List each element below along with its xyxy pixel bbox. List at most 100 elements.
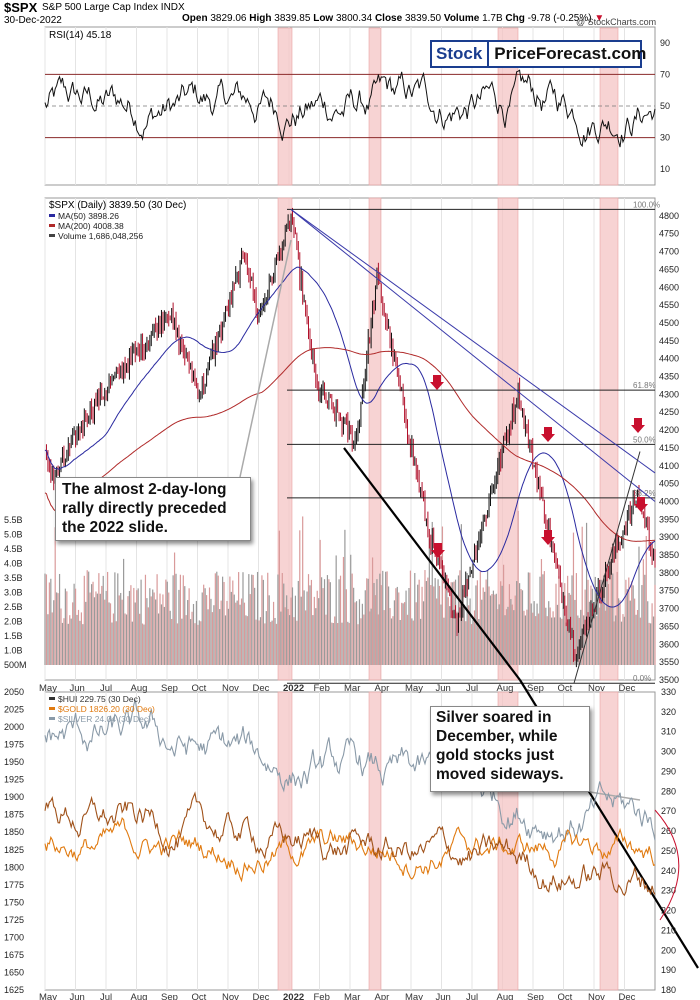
volume-bar	[165, 579, 167, 665]
volume-bar	[123, 558, 125, 665]
price-tick-label: 4800	[659, 211, 679, 221]
metals-left-tick-label: 1825	[4, 845, 24, 855]
volume-bar	[104, 599, 106, 665]
down-arrow-icon	[631, 418, 645, 433]
volume-bar	[214, 573, 216, 665]
rsi-tick-label: 70	[660, 69, 670, 79]
volume-bar	[508, 584, 511, 665]
volume-bar	[98, 573, 100, 665]
volume-bar	[548, 601, 550, 665]
volume-bar	[50, 578, 52, 665]
volume-bar	[120, 592, 122, 665]
volume-bar	[594, 576, 596, 665]
volume-bar	[593, 608, 595, 665]
volume-bar	[393, 600, 396, 665]
volume-bar	[344, 529, 346, 665]
volume-bar	[642, 559, 644, 665]
volume-bar	[58, 573, 61, 665]
brand-part1: Stock	[432, 42, 490, 66]
down-arrow-icon	[431, 543, 445, 558]
metals-right-tick-label: 240	[661, 866, 676, 876]
metals-right-tick-label: 330	[661, 687, 676, 697]
volume-bar	[438, 585, 441, 665]
volume-bar	[124, 613, 126, 665]
volume-bar	[345, 589, 347, 665]
price-title: $SPX (Daily) 3839.50 (30 Dec)	[49, 200, 186, 211]
volume-bar	[83, 575, 85, 665]
volume-bar	[134, 602, 136, 665]
volume-bar	[623, 616, 626, 665]
volume-bar	[272, 601, 275, 665]
rally-trend-line	[573, 451, 641, 684]
volume-bar	[620, 621, 623, 665]
price-tick-label: 4350	[659, 372, 679, 382]
fib-level-label: 0.0%	[633, 674, 651, 683]
volume-bar	[615, 615, 617, 665]
volume-bar	[208, 587, 211, 665]
volume-bar	[369, 611, 371, 665]
volume-bar	[374, 595, 377, 665]
volume-bar	[51, 612, 53, 665]
volume-bar	[395, 588, 397, 665]
volume-tick-label: 2.0B	[4, 617, 23, 627]
volume-bar	[182, 575, 184, 665]
volume-bar	[523, 610, 525, 665]
volume-bar	[162, 594, 164, 665]
price-tick-label: 4600	[659, 282, 679, 292]
volume-bar	[207, 609, 209, 665]
volume-bar	[338, 579, 340, 665]
volume-bar	[296, 620, 298, 665]
volume-bar	[304, 610, 307, 665]
volume-bar	[635, 614, 637, 665]
volume-bar	[163, 606, 165, 665]
volume-bar	[141, 623, 144, 665]
volume-bar	[425, 581, 428, 665]
metals-right-tick-label: 180	[661, 985, 676, 995]
price-x-label: Mar	[344, 683, 360, 694]
volume-bar	[233, 594, 235, 665]
down-arrow-icon	[541, 530, 555, 545]
volume-bar	[350, 554, 352, 665]
volume-bar	[606, 579, 608, 665]
rsi-tick-label: 50	[660, 101, 670, 111]
metals-left-tick-label: 2025	[4, 705, 24, 715]
volume-bar	[278, 530, 280, 665]
fib-level-label: 100.0%	[633, 200, 660, 209]
volume-bar	[454, 579, 457, 665]
silver-annotation-line: December, while	[436, 727, 558, 745]
volume-bar	[360, 618, 362, 665]
volume-bar	[102, 575, 104, 665]
volume-bar	[184, 586, 186, 665]
volume-bar	[201, 592, 203, 665]
channel-line-lower	[290, 209, 656, 474]
volume-bar	[373, 582, 375, 665]
metals-left-tick-label: 1925	[4, 775, 24, 785]
volume-bar	[575, 573, 577, 665]
volume-bar	[99, 593, 101, 665]
volume-bar	[383, 610, 385, 665]
volume-bar	[430, 585, 432, 665]
volume-bar	[261, 575, 263, 665]
volume-bar	[109, 603, 112, 665]
volume-bar	[421, 586, 423, 665]
volume-bar	[204, 588, 206, 665]
volume-bar	[348, 623, 350, 665]
volume-bar	[281, 573, 283, 665]
volume-bar	[382, 570, 384, 665]
volume-bar	[489, 595, 492, 665]
volume-bar	[551, 617, 553, 665]
volume-bar	[420, 618, 422, 665]
volume-bar	[125, 614, 128, 665]
price-tick-label: 4400	[659, 354, 679, 364]
chart-name: S&P 500 Large Cap Index INDX	[42, 2, 185, 13]
volume-bar	[562, 607, 564, 665]
metals-right-tick-label: 210	[661, 925, 676, 935]
volume-bar	[171, 618, 173, 665]
volume-bar	[648, 622, 650, 665]
volume-bar	[459, 570, 461, 665]
rsi-tick-label: 90	[660, 38, 670, 48]
volume-bar	[406, 614, 409, 665]
chart-credit: @ StockCharts.com	[576, 17, 657, 27]
down-arrow-icon	[634, 497, 648, 512]
volume-bar	[117, 573, 119, 665]
